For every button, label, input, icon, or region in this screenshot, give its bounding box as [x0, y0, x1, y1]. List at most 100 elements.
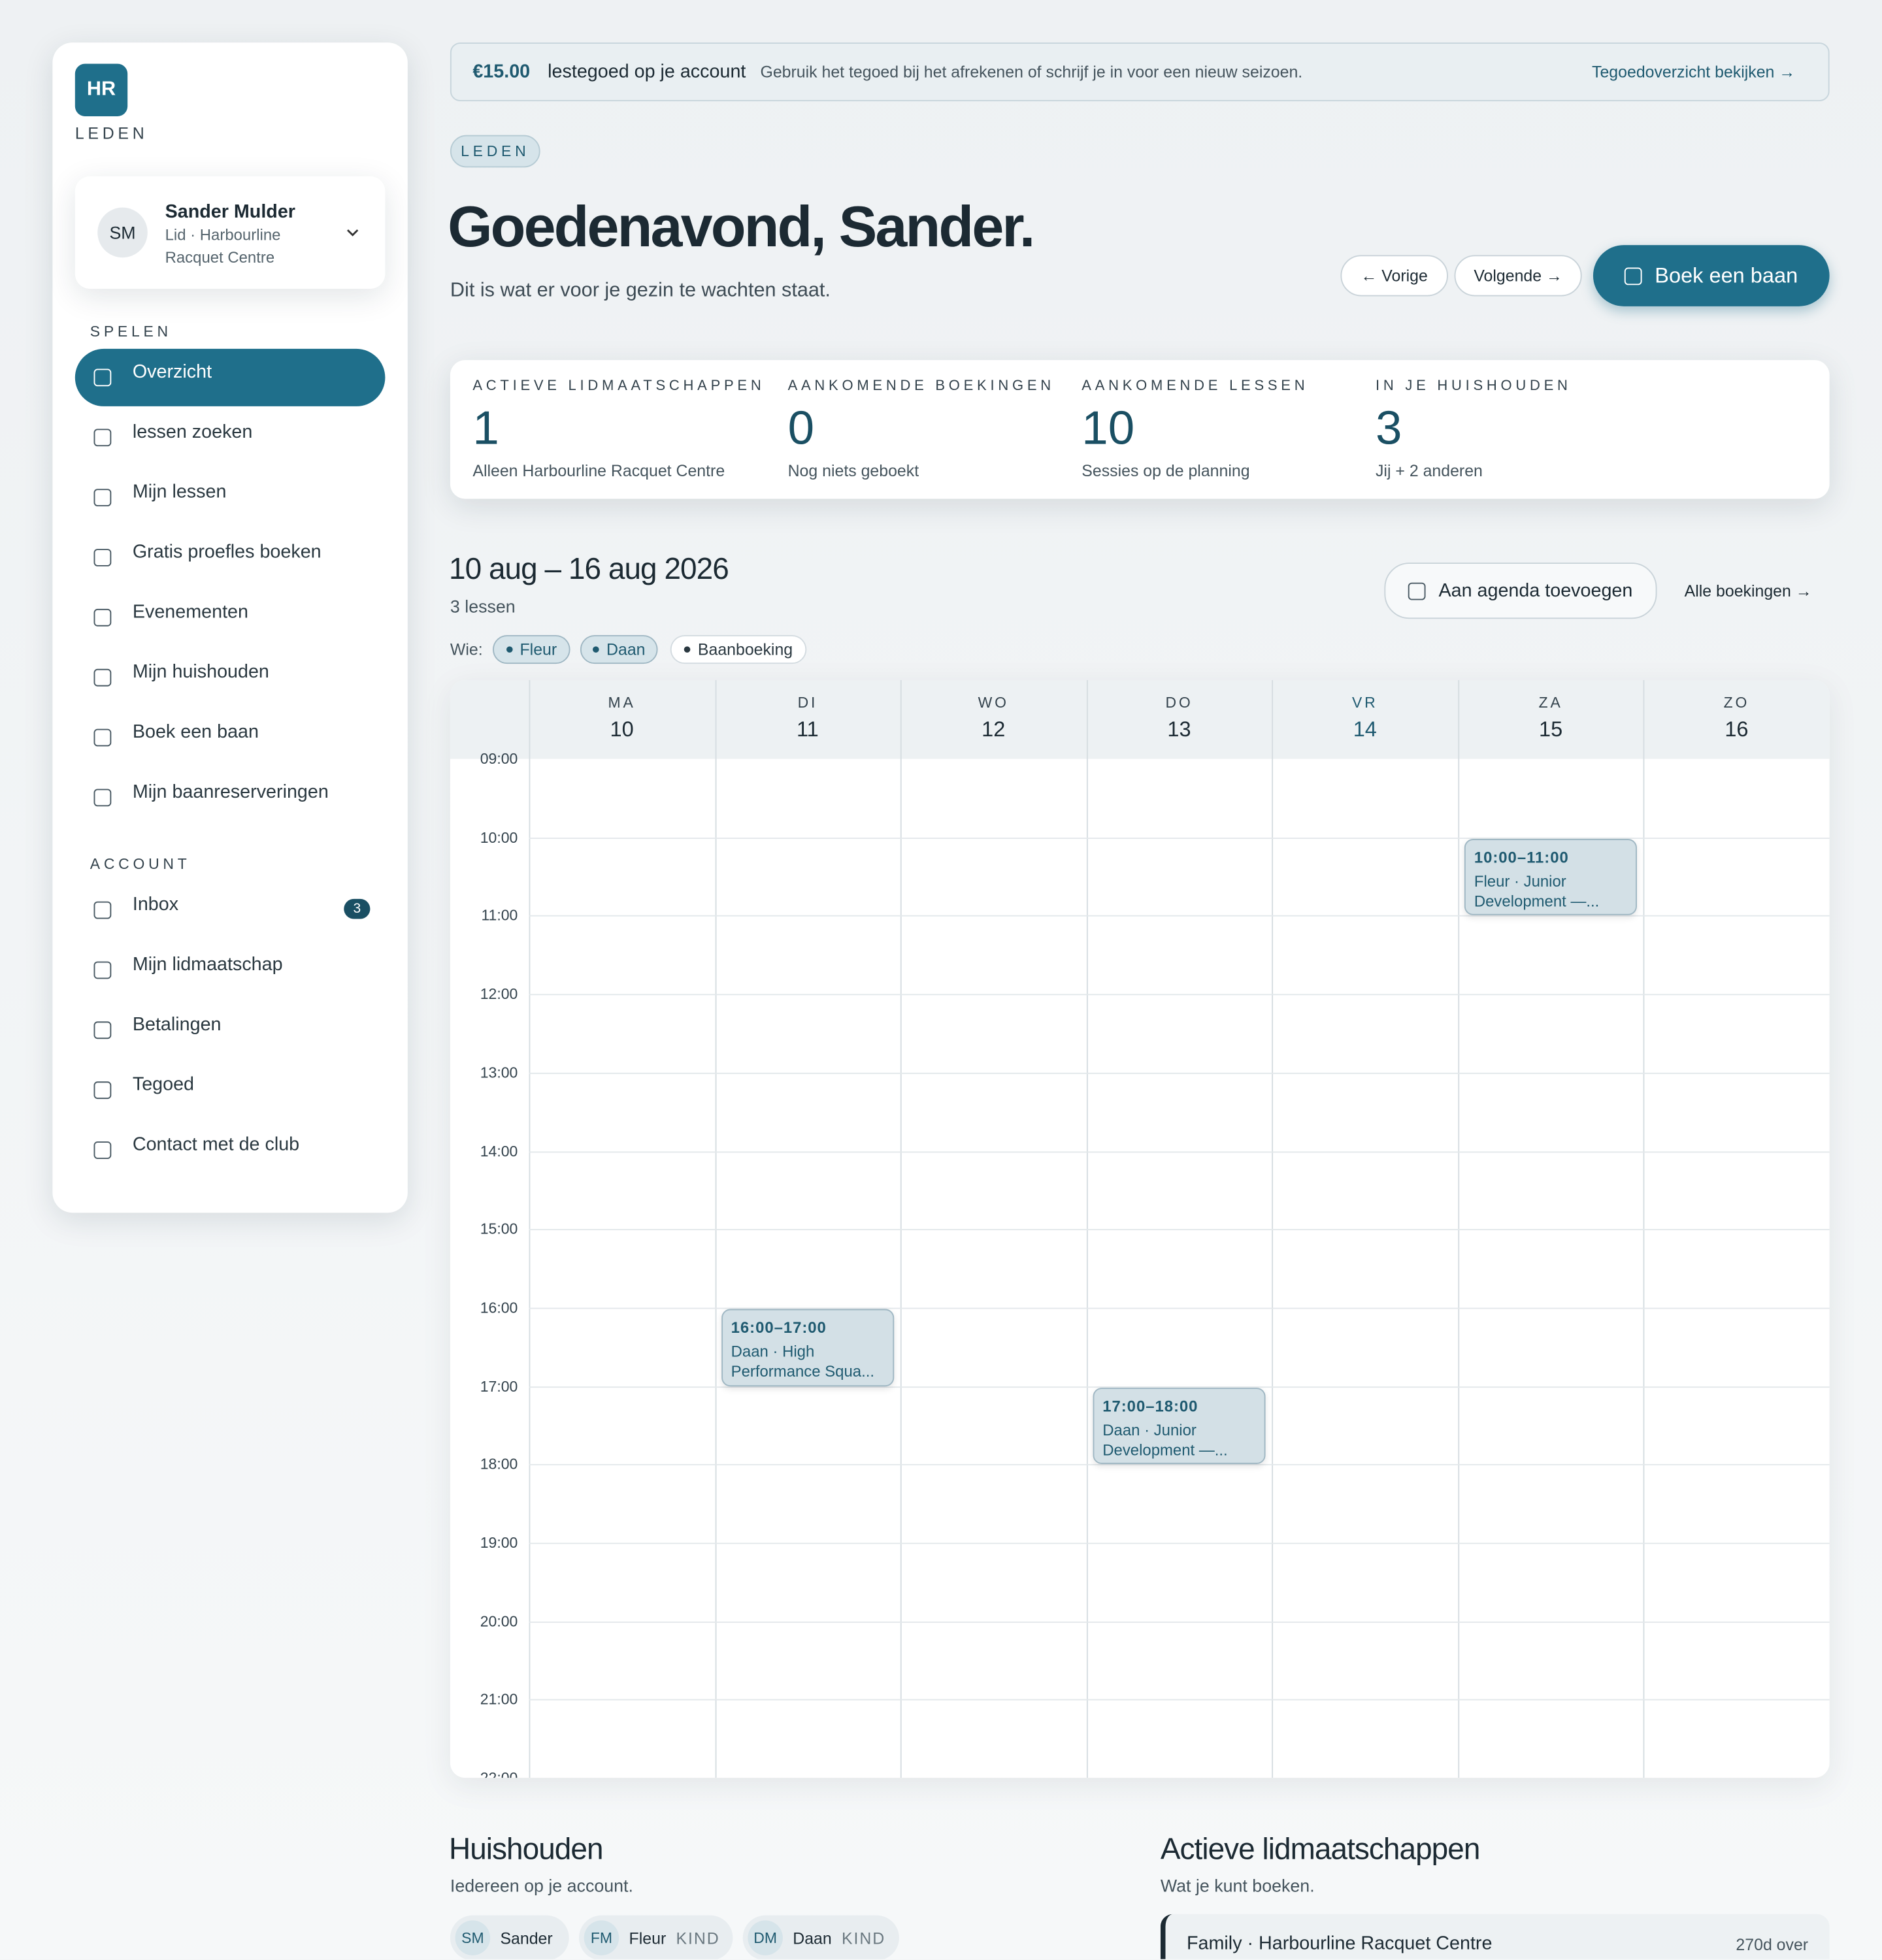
add-calendar[interactable]: Aan agenda toevoegen	[1384, 563, 1657, 619]
filter-label[interactable]: Baanboeking	[697, 640, 793, 659]
nav-icon	[93, 901, 112, 919]
day-name: ZO	[1723, 694, 1750, 711]
banner-text: Gebruik het tegoed bij het afrekenen of …	[760, 62, 1303, 82]
nav-icon	[93, 608, 112, 627]
lesson-count: 3 lessen	[450, 596, 516, 617]
hour-line	[529, 1386, 1830, 1388]
day-number: 14	[1353, 717, 1377, 742]
nav-icon	[93, 789, 112, 807]
nav-item[interactable]: Mijn lessen	[132, 481, 227, 503]
nav-item[interactable]: Mijn baanreserveringen	[132, 781, 329, 803]
day-name: VR	[1352, 694, 1378, 711]
event-time[interactable]: 10:00–11:00	[1474, 848, 1569, 866]
day-number: 15	[1539, 717, 1563, 742]
calendar-grid: MA 10 DI 11 WO 12 DO 13 VR 14 ZA 15 ZO 16 09:00 10:00 11…	[450, 680, 1830, 1778]
nav-item[interactable]: Mijn lidmaatschap	[132, 954, 283, 975]
banner-link[interactable]: Tegoedoverzicht bekijken →	[1592, 62, 1796, 82]
filter-label[interactable]: Daan	[606, 640, 646, 659]
household-subtitle: Iedereen op je account.	[450, 1875, 633, 1896]
filter-chip[interactable]: Baanboeking	[670, 635, 807, 664]
nav-item[interactable]: Tegoed	[132, 1073, 195, 1096]
nav-icon	[93, 1141, 112, 1159]
filter-chip[interactable]: Fleur	[492, 635, 570, 664]
event-time[interactable]: 17:00–18:00	[1102, 1397, 1198, 1415]
subtitle: Dit is wat er voor je gezin te wachten s…	[450, 280, 831, 302]
stat-label: ACTIEVE LIDMAATSCHAPPEN	[472, 378, 765, 394]
hour-label: 19:00	[480, 1534, 518, 1552]
event[interactable]: 17:00–18:00 Daan · Junior Development —..…	[1092, 1387, 1266, 1465]
member-initials: FM	[584, 1920, 619, 1955]
nav-icon	[93, 961, 112, 979]
stat-note: Alleen Harbourline Racquet Centre	[472, 461, 725, 480]
all-bookings[interactable]: Alle boekingen →	[1684, 581, 1812, 600]
nav-icon	[93, 1081, 112, 1100]
filter-chip[interactable]: Daan	[580, 635, 658, 664]
member-initials: DM	[748, 1920, 783, 1955]
event[interactable]: 10:00–11:00 Fleur · Junior Development —.…	[1464, 838, 1638, 916]
hour-label: 16:00	[480, 1299, 518, 1316]
filter-dot	[506, 646, 512, 653]
book-label[interactable]: Boek een baan	[1655, 263, 1798, 287]
link-text[interactable]: Tegoedoverzicht bekijken	[1592, 62, 1775, 82]
prev-label[interactable]: Vorige	[1381, 266, 1428, 286]
active-pill[interactable]	[74, 348, 386, 406]
grid-header	[450, 680, 1830, 759]
hour-label: 09:00	[480, 750, 518, 768]
stat-label: AANKOMENDE BOEKINGEN	[787, 378, 1055, 394]
next-button[interactable]: Volgende →	[1454, 255, 1582, 297]
nav-item[interactable]: Betalingen	[132, 1013, 222, 1036]
stat-value: 10	[1081, 402, 1135, 455]
stat-value: 3	[1375, 402, 1402, 455]
stat-note: Jij + 2 anderen	[1375, 461, 1483, 480]
member-role: KIND	[676, 1928, 720, 1948]
nav-item[interactable]: Gratis proefles boeken	[132, 541, 322, 563]
hour-line	[529, 1072, 1830, 1074]
section-title: SPELEN	[90, 322, 172, 340]
chevron	[346, 229, 359, 237]
memberships-subtitle: Wat je kunt boeken.	[1160, 1875, 1315, 1896]
page-title: Goedenavond, Sander.	[448, 193, 1035, 259]
nav-item[interactable]: Inbox	[132, 894, 179, 915]
all-label[interactable]: Alle boekingen	[1684, 581, 1791, 600]
next-label[interactable]: Volgende	[1474, 266, 1542, 286]
day-number: 11	[797, 717, 819, 742]
hour-line	[529, 837, 1830, 839]
calendar-icon	[1408, 581, 1427, 600]
nav-item[interactable]: Evenementen	[132, 601, 249, 623]
member-name: Fleur	[629, 1928, 667, 1948]
nav-icon	[93, 728, 112, 747]
membership-card[interactable]	[1160, 1914, 1830, 1959]
day-number: 10	[610, 717, 634, 742]
member-chip[interactable]: SM Sander	[450, 1915, 569, 1959]
nav-item[interactable]: lessen zoeken	[132, 421, 253, 443]
nav-item[interactable]: Overzicht	[132, 361, 212, 383]
nav-item[interactable]: Boek een baan	[132, 721, 259, 743]
nav-item[interactable]: Contact met de club	[132, 1134, 300, 1156]
prev-button[interactable]: ← Vorige	[1340, 255, 1448, 297]
day-name: DI	[797, 694, 818, 711]
add-label[interactable]: Aan agenda toevoegen	[1438, 580, 1633, 602]
hour-line	[529, 1699, 1830, 1701]
event-title[interactable]: Daan · High Performance Squa...	[731, 1343, 875, 1380]
event[interactable]: 16:00–17:00 Daan · High Performance Squa.…	[721, 1309, 895, 1386]
stat-value: 0	[787, 402, 815, 455]
event-time[interactable]: 16:00–17:00	[731, 1318, 827, 1337]
nav-icon	[93, 368, 112, 387]
nav-item[interactable]: Mijn huishouden	[132, 661, 269, 683]
nav-icon	[93, 1021, 112, 1039]
nav-icon	[93, 429, 112, 447]
member-chip[interactable]: DM Daan KIND	[742, 1915, 899, 1959]
event-title[interactable]: Fleur · Junior Development —...	[1474, 872, 1600, 910]
membership-name: Family · Harbourline Racquet Centre	[1187, 1933, 1493, 1954]
hour-label: 13:00	[480, 1064, 518, 1081]
user-role: Lid · Harbourline Racquet Centre	[165, 226, 281, 267]
member-chip[interactable]: FM Fleur KIND	[579, 1915, 733, 1959]
hour-line	[529, 1621, 1830, 1623]
logo[interactable]: HR	[74, 63, 128, 116]
filter-label[interactable]: Fleur	[520, 640, 557, 659]
book-button[interactable]: Boek een baan	[1593, 245, 1830, 306]
event-title[interactable]: Daan · Junior Development —...	[1102, 1421, 1228, 1459]
hour-label: 18:00	[480, 1456, 518, 1473]
stats-card	[450, 360, 1830, 499]
